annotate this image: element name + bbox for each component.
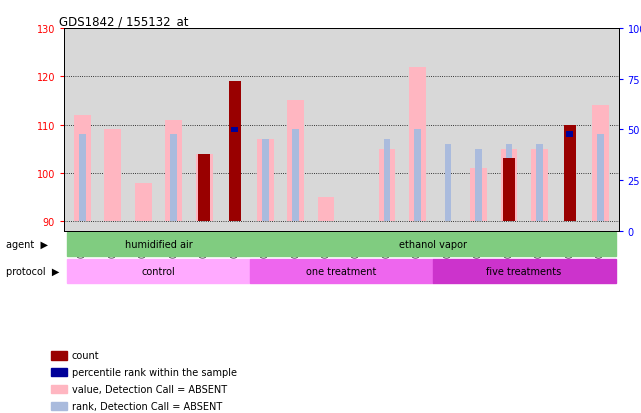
Text: protocol  ▶: protocol ▶	[6, 266, 60, 277]
Bar	[563, 125, 576, 222]
Bar	[262, 140, 269, 222]
Bar	[501, 150, 517, 222]
FancyBboxPatch shape	[67, 259, 250, 284]
Bar	[196, 154, 213, 222]
Bar	[318, 197, 335, 222]
Bar	[231, 127, 238, 133]
Bar	[51, 402, 67, 410]
Text: percentile rank within the sample: percentile rank within the sample	[72, 367, 237, 377]
Bar	[292, 130, 299, 222]
Bar	[165, 121, 182, 222]
Bar	[135, 183, 152, 222]
Bar	[531, 150, 547, 222]
Bar	[506, 145, 512, 222]
Bar	[198, 154, 210, 222]
Bar	[592, 106, 609, 222]
Bar	[567, 132, 573, 138]
Text: count: count	[72, 351, 99, 361]
Bar	[475, 150, 482, 222]
Bar	[171, 135, 177, 222]
Text: rank, Detection Call = ABSENT: rank, Detection Call = ABSENT	[72, 401, 222, 411]
Bar	[51, 368, 67, 377]
Bar	[445, 145, 451, 222]
Bar	[536, 145, 543, 222]
Bar	[414, 130, 421, 222]
Text: ethanol vapor: ethanol vapor	[399, 239, 467, 249]
FancyBboxPatch shape	[250, 259, 433, 284]
Bar	[229, 82, 241, 222]
Bar	[503, 159, 515, 222]
Bar	[567, 135, 573, 222]
FancyBboxPatch shape	[67, 233, 250, 257]
Bar	[470, 169, 487, 222]
Text: humidified air: humidified air	[124, 239, 192, 249]
Bar	[287, 101, 304, 222]
Bar	[104, 130, 121, 222]
Text: agent  ▶: agent ▶	[6, 240, 49, 250]
FancyBboxPatch shape	[433, 259, 615, 284]
Bar	[379, 150, 395, 222]
Text: one treatment: one treatment	[306, 266, 376, 276]
Text: five treatments: five treatments	[487, 266, 562, 276]
Text: control: control	[142, 266, 176, 276]
Text: value, Detection Call = ABSENT: value, Detection Call = ABSENT	[72, 384, 227, 394]
FancyBboxPatch shape	[250, 233, 615, 257]
Bar	[51, 351, 67, 360]
Bar	[597, 135, 604, 222]
Bar	[384, 140, 390, 222]
Bar	[257, 140, 274, 222]
Bar	[409, 67, 426, 222]
Text: GDS1842 / 155132_at: GDS1842 / 155132_at	[58, 15, 188, 28]
Bar	[74, 116, 91, 222]
Bar	[51, 385, 67, 393]
Bar	[79, 135, 86, 222]
